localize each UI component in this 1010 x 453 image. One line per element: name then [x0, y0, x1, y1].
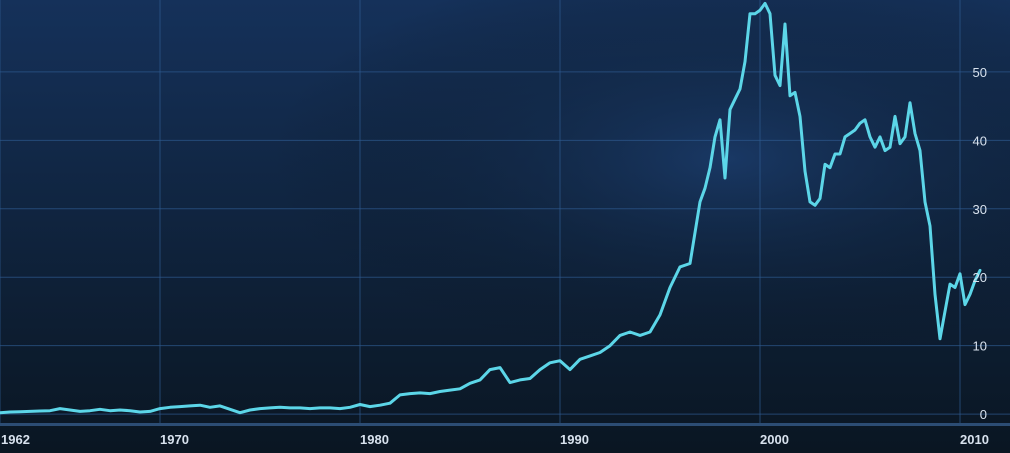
- y-axis-tick-labels: 0 10 20 30 40 50: [973, 65, 987, 422]
- x-tick-label: 2000: [760, 432, 789, 447]
- x-tick-label: 1962: [1, 432, 30, 447]
- grid-lines: [0, 0, 1010, 426]
- y-tick-label: 20: [973, 270, 987, 285]
- y-tick-label: 50: [973, 65, 987, 80]
- series-line: [0, 1, 982, 415]
- series-layer: [0, 1, 982, 415]
- y-tick-label: 10: [973, 339, 987, 354]
- y-tick-label: 30: [973, 202, 987, 217]
- x-tick-label: 1980: [360, 432, 389, 447]
- x-axis-tick-labels: 1962 1970 1980 1990 2000 2010: [1, 432, 989, 447]
- x-tick-label: 1970: [160, 432, 189, 447]
- y-tick-label: 40: [973, 133, 987, 148]
- x-tick-label: 2010: [960, 432, 989, 447]
- x-tick-label: 1990: [560, 432, 589, 447]
- y-tick-label: 0: [980, 407, 987, 422]
- x-axis-baseline: [0, 423, 1010, 426]
